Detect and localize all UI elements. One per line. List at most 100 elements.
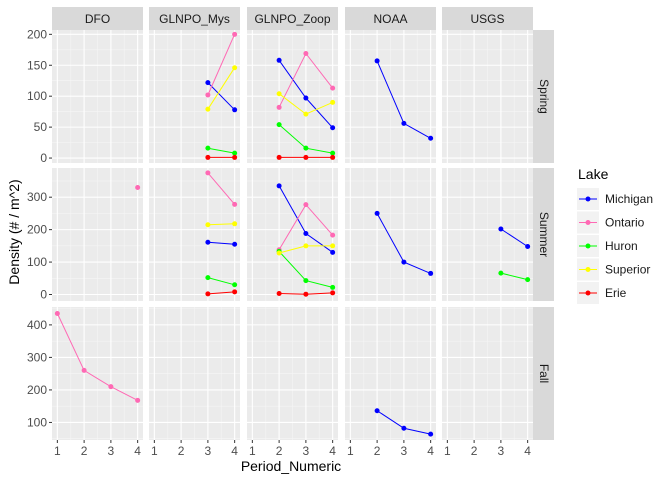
x-tick-label: 4 — [134, 444, 141, 458]
y-tick-label: 0 — [40, 151, 47, 165]
series-huron-summer-usgs-point — [498, 270, 504, 276]
series-superior-spring-glnpo-zoop-point — [303, 111, 309, 117]
y-tick-label: 300 — [27, 190, 47, 204]
series-huron-spring-glnpo-zoop-point — [303, 145, 309, 151]
series-huron-summer-glnpo-mys-line — [207, 277, 235, 286]
y-tick-label: 400 — [27, 318, 47, 332]
series-erie-spring-glnpo-mys-point — [232, 154, 238, 160]
series-michigan-summer-glnpo-mys-point — [232, 241, 238, 247]
series-michigan-spring-noaa-point — [428, 135, 434, 141]
series-huron-spring-glnpo-zoop-point — [330, 150, 336, 156]
series-michigan-fall-noaa-point — [374, 408, 380, 414]
legend-key-point — [585, 196, 591, 202]
y-tick-label: 100 — [27, 415, 47, 429]
series-superior-summer-glnpo-mys-point — [232, 221, 238, 227]
series-michigan-summer-glnpo-zoop-point — [330, 249, 336, 255]
series-huron-summer-usgs-line — [500, 272, 528, 281]
series-michigan-fall-noaa-point — [428, 431, 434, 437]
legend-label-superior: Superior — [605, 263, 650, 277]
series-ontario-summer-glnpo-zoop-point — [330, 232, 336, 238]
facet-strip-label: DFO — [85, 12, 110, 26]
series-ontario-fall-dfo-point — [135, 397, 141, 403]
facet-strip-label: NOAA — [373, 12, 407, 26]
series-erie-spring-glnpo-zoop-point — [276, 154, 282, 160]
series-michigan-summer-noaa-point — [401, 259, 407, 265]
series-ontario-spring-glnpo-zoop-point — [276, 104, 282, 110]
facet-strip-glnpo-mys — [149, 7, 240, 30]
series-huron-spring-glnpo-zoop-point — [276, 122, 282, 128]
series-huron-summer-glnpo-mys-point — [232, 282, 238, 288]
x-tick-label: 1 — [151, 444, 158, 458]
facet-strip-usgs — [442, 7, 533, 30]
series-ontario-fall-dfo-line — [56, 313, 138, 401]
facet-strip-glnpo-zoop — [247, 7, 338, 30]
legend-key-point — [585, 290, 591, 296]
y-axis-label: Density (# / m^2) — [6, 179, 22, 284]
facet-strip-fall — [532, 307, 554, 440]
series-ontario-summer-glnpo-mys-line — [207, 172, 235, 205]
facet-strip-summer — [532, 168, 554, 301]
series-huron-summer-glnpo-zoop-point — [303, 278, 309, 284]
series-michigan-summer-usgs-line — [500, 228, 528, 247]
x-tick-label: 1 — [444, 444, 451, 458]
series-superior-spring-glnpo-mys-point — [232, 65, 238, 71]
series-superior-summer-glnpo-zoop-point — [303, 243, 309, 249]
facet-strip-label: Summer — [537, 212, 551, 257]
series-michigan-summer-glnpo-zoop-point — [303, 231, 309, 237]
series-erie-summer-glnpo-zoop-point — [276, 291, 282, 297]
y-tick-label: 100 — [27, 255, 47, 269]
series-erie-summer-glnpo-mys-point — [205, 291, 211, 297]
series-michigan-summer-glnpo-zoop-point — [276, 183, 282, 189]
series-erie-summer-glnpo-mys-point — [232, 289, 238, 295]
series-michigan-spring-noaa-point — [374, 58, 380, 64]
y-tick-label: 50 — [34, 120, 48, 134]
series-superior-spring-glnpo-mys-point — [205, 106, 211, 112]
x-tick-label: 2 — [178, 444, 185, 458]
series-superior-summer-glnpo-mys-line — [207, 223, 235, 226]
series-ontario-fall-dfo-point — [108, 384, 114, 390]
x-tick-label: 1 — [54, 444, 61, 458]
legend-label-ontario: Ontario — [605, 216, 645, 230]
series-huron-spring-glnpo-mys-line — [207, 147, 235, 154]
facet-strip-label: Fall — [537, 364, 551, 383]
series-erie-summer-glnpo-mys-line — [207, 291, 235, 295]
legend-label-michigan: Michigan — [605, 192, 653, 206]
x-tick-label: 4 — [427, 444, 434, 458]
series-erie-spring-glnpo-zoop-point — [330, 154, 336, 160]
series-superior-summer-glnpo-mys-point — [205, 222, 211, 228]
y-tick-label: 100 — [27, 89, 47, 103]
x-tick-label: 3 — [498, 444, 505, 458]
y-tick-label: 150 — [27, 58, 47, 72]
x-tick-label: 2 — [471, 444, 478, 458]
y-tick-label: 300 — [27, 350, 47, 364]
series-ontario-fall-dfo-point — [81, 367, 87, 373]
series-michigan-summer-usgs-point — [498, 226, 504, 232]
x-tick-label: 4 — [231, 444, 238, 458]
legend-key-point — [585, 243, 591, 249]
x-tick-label: 2 — [276, 444, 283, 458]
facet-strip-label: GLNPO_Mys — [159, 12, 230, 26]
series-michigan-summer-glnpo-mys-line — [207, 241, 235, 245]
y-tick-label: 200 — [27, 383, 47, 397]
series-ontario-summer-glnpo-mys-point — [205, 170, 211, 176]
y-tick-label: 200 — [27, 27, 47, 41]
x-tick-label: 3 — [401, 444, 408, 458]
series-ontario-summer-glnpo-zoop-point — [303, 202, 309, 208]
legend-title: Lake — [578, 166, 609, 182]
x-tick-label: 2 — [81, 444, 88, 458]
legend-key-point — [585, 220, 591, 225]
series-michigan-spring-glnpo-mys-line — [207, 82, 235, 111]
legend-key-point — [585, 267, 591, 272]
series-ontario-spring-glnpo-zoop-point — [303, 51, 309, 57]
series-superior-spring-glnpo-zoop-point — [276, 91, 282, 97]
series-michigan-spring-glnpo-mys-point — [205, 80, 211, 86]
y-tick-label: 200 — [27, 223, 47, 237]
series-ontario-spring-glnpo-mys-point — [232, 31, 238, 37]
series-michigan-summer-noaa-point — [374, 210, 380, 216]
series-superior-summer-glnpo-zoop-point — [330, 243, 336, 249]
x-tick-label: 2 — [374, 444, 381, 458]
series-huron-spring-glnpo-mys-point — [232, 150, 238, 156]
series-huron-spring-glnpo-mys-point — [205, 145, 211, 151]
facet-strip-noaa — [345, 7, 436, 30]
